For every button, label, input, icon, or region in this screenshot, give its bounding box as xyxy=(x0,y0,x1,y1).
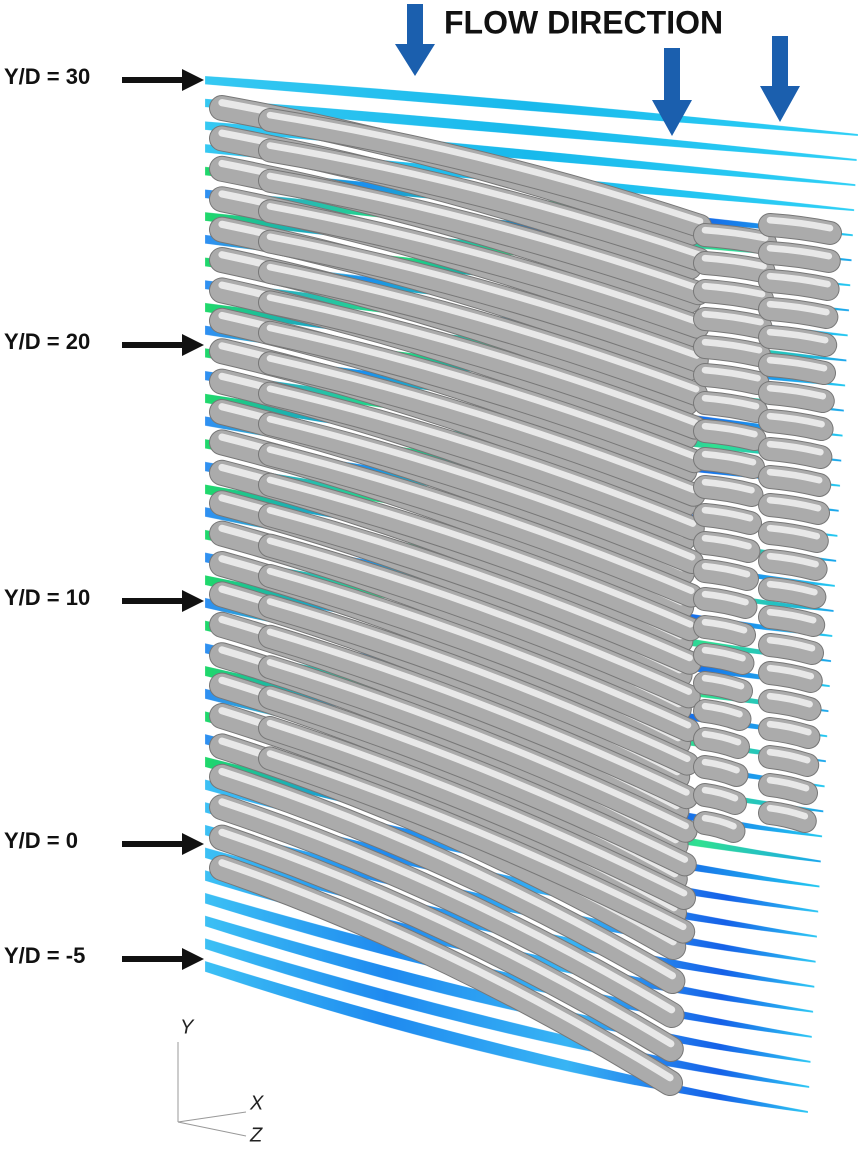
level-arrow xyxy=(122,590,204,612)
axis-label: Y xyxy=(180,1016,195,1038)
figure: FLOW DIRECTION Y/D = 30Y/D = 20Y/D = 10Y… xyxy=(0,0,862,1160)
level-label: Y/D = 30 xyxy=(4,64,90,89)
level-label: Y/D = 0 xyxy=(4,828,78,853)
level-arrow xyxy=(122,69,204,91)
flow-direction-label: FLOW DIRECTION xyxy=(444,4,723,40)
axis-label: Z xyxy=(249,1124,263,1146)
axis-line xyxy=(178,1122,246,1136)
level-label: Y/D = -5 xyxy=(4,943,85,968)
level-arrow xyxy=(122,948,204,970)
axis-label: X xyxy=(249,1092,264,1114)
axis-triad xyxy=(178,1042,246,1136)
level-label: Y/D = 20 xyxy=(4,329,90,354)
level-arrow xyxy=(122,334,204,356)
level-label: Y/D = 10 xyxy=(4,585,90,610)
level-labels: Y/D = 30 Y/D = 20 Y/D = 10 Y/D = 0 Y/D = -5 xyxy=(4,64,204,970)
flow-arrow xyxy=(395,4,435,76)
tubes xyxy=(222,103,830,1083)
flow-arrow xyxy=(760,36,800,122)
level-arrow xyxy=(122,833,204,855)
axis-line xyxy=(178,1112,246,1122)
